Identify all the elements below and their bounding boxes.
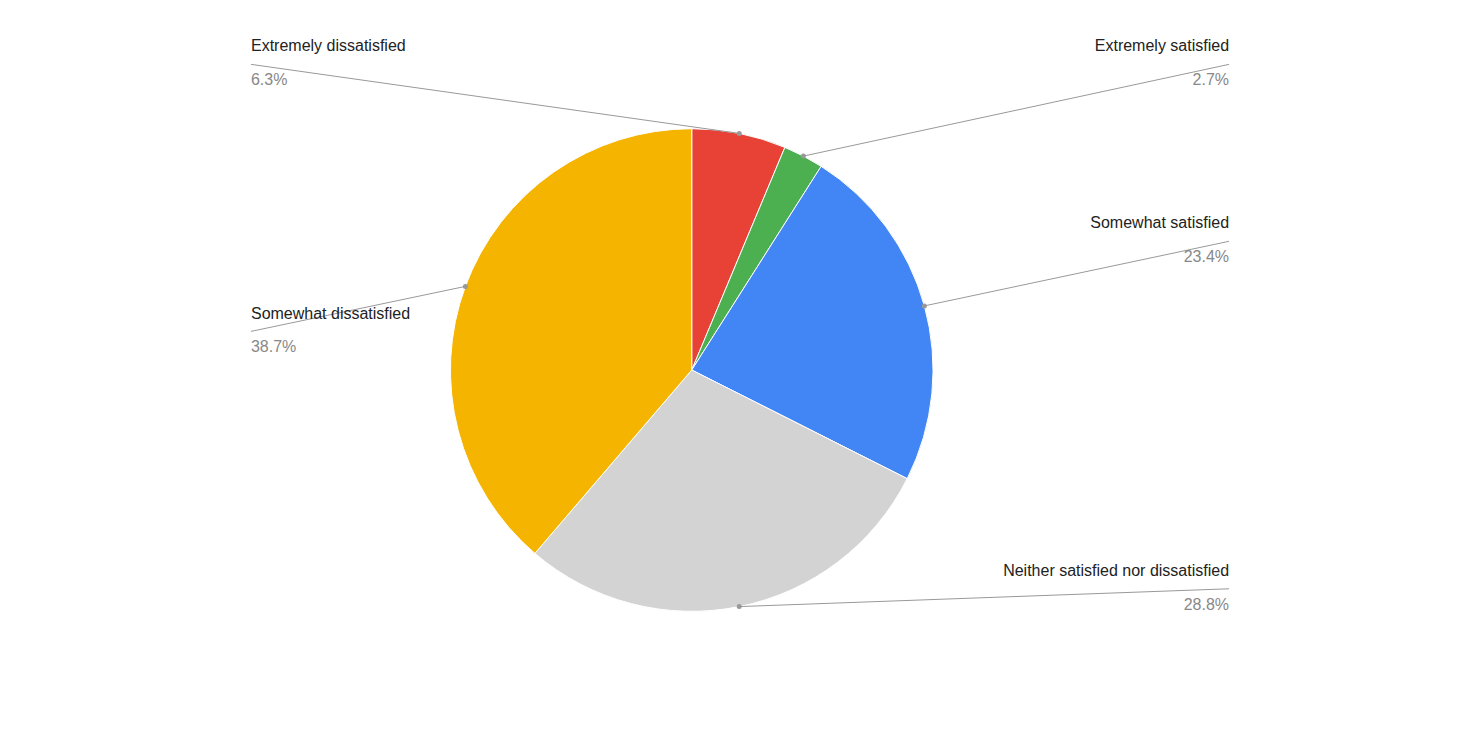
- slice-label: Extremely dissatisfied: [251, 37, 406, 54]
- pie-slice: [450, 129, 691, 554]
- data-label: 2.7%: [1193, 71, 1229, 88]
- slice-label: Somewhat satisfied: [1090, 214, 1229, 231]
- data-label: 23.4%: [1184, 248, 1229, 265]
- leader-line: [251, 286, 465, 331]
- chart: Extremely dissatisfied 6.3% Extremely sati…: [0, 0, 1480, 740]
- leader-line: [803, 64, 1229, 156]
- leader-lines: [251, 64, 1229, 609]
- leader-dot: [801, 154, 806, 159]
- leader-line: [739, 589, 1229, 607]
- leader-dot: [737, 131, 742, 136]
- slice-label: Somewhat dissatisfied: [251, 305, 410, 322]
- leader-line: [251, 64, 739, 133]
- data-label: 38.7%: [251, 338, 296, 355]
- slice-label: Extremely satisfied: [1095, 37, 1229, 54]
- data-label: 28.8%: [1184, 596, 1229, 613]
- leader-dot: [922, 303, 927, 308]
- data-label: 6.3%: [251, 71, 287, 88]
- pie: [450, 129, 933, 612]
- slice-label: Neither satisfied nor dissatisfied: [1003, 562, 1229, 579]
- leader-dot: [737, 604, 742, 609]
- labels: Extremely dissatisfied 6.3% Extremely sati…: [251, 37, 1229, 612]
- leader-line: [924, 241, 1229, 306]
- leader-dot: [463, 284, 468, 289]
